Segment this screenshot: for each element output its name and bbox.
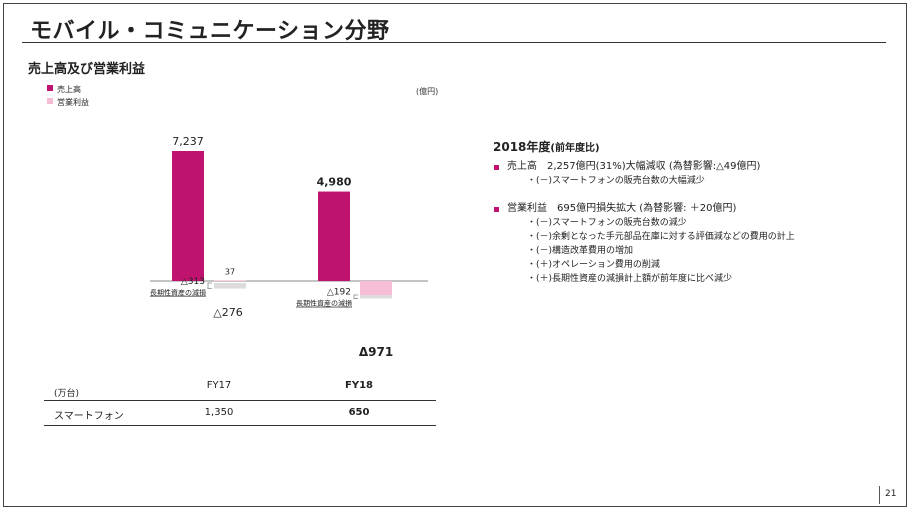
commentary-heading: 2018年度(前年度比) <box>493 140 883 156</box>
commentary-subitem: ・(－)スマートフォンの販売台数の大幅減少 <box>527 176 705 186</box>
legend-label-sales: 売上高 <box>57 85 81 94</box>
legend-item-sales: 売上高 <box>47 83 89 96</box>
bullet-square-icon <box>494 207 499 212</box>
table-row: スマートフォン 1,350 650 <box>44 401 436 426</box>
commentary-subitem: ・(＋)長期性資産の減損計上額が前年度に比べ減少 <box>527 274 733 284</box>
table-row-label: スマートフォン <box>54 411 124 422</box>
data-label-op-positive-fy17: 37 <box>225 267 235 276</box>
bar-sales-fy17 <box>172 151 204 281</box>
data-label-sales-fy18: 4,980 <box>317 176 352 189</box>
data-label-op-income-fy18: Δ971 <box>359 345 393 359</box>
impairment-bracket-fy17 <box>207 282 212 290</box>
impairment-value-fy17: △313 <box>181 277 205 287</box>
commentary-subitem: ・(－)構造改革費用の増加 <box>527 246 634 256</box>
legend-item-op-income: 営業利益 <box>47 96 89 109</box>
impairment-value-fy18: △192 <box>327 288 351 298</box>
page-number: 21 <box>885 489 897 499</box>
data-label-sales-fy17: 7,237 <box>172 135 204 148</box>
bar-op-positive-fy17 <box>214 280 246 281</box>
commentary-heading-year: 2018年度 <box>493 140 551 154</box>
commentary-item-text: 営業利益 695億円損失拡大 (為替影響: ＋20億円) <box>507 203 737 214</box>
table-cell-fy17: 1,350 <box>204 407 234 418</box>
commentary-item-text: 売上高 2,257億円(31%)大幅減収 (為替影響:△49億円) <box>507 161 761 172</box>
bar-sales-fy18 <box>318 191 350 281</box>
data-label-op-income-fy17: △276 <box>213 306 242 319</box>
commentary-item-sales: 売上高 2,257億円(31%)大幅減収 (為替影響:△49億円) <box>493 160 883 174</box>
chart-legend: 売上高 営業利益 <box>47 83 89 109</box>
table-header-fy18: FY18 <box>345 380 373 391</box>
commentary-subitem: ・(－)余剰となった手元部品在庫に対する評価減などの費用の計上 <box>527 232 795 242</box>
bar-op-income-fy18 <box>360 281 392 295</box>
impairment-bracket-fy18 <box>353 294 358 299</box>
table-header-fy17: FY17 <box>206 380 232 391</box>
legend-swatch-sales <box>47 85 53 91</box>
table-cell-fy18: 650 <box>348 407 370 418</box>
table-header-row: (万台) FY17 FY18 <box>44 372 436 401</box>
commentary-panel: 2018年度(前年度比) 売上高 2,257億円(31%)大幅減収 (為替影響:… <box>493 140 883 286</box>
legend-label-op-income: 営業利益 <box>57 98 89 107</box>
bar-impairment-fy17 <box>214 283 246 289</box>
chart-section-title: 売上高及び営業利益 <box>28 62 146 77</box>
unit-table: (万台) FY17 FY18 スマートフォン 1,350 650 <box>44 372 436 426</box>
bullet-square-icon <box>494 165 499 170</box>
bar-impairment-fy18 <box>360 294 392 299</box>
page-number-divider <box>879 486 880 504</box>
legend-swatch-op-income <box>47 98 53 104</box>
impairment-caption-fy17: 長期性資産の減損 <box>150 288 206 297</box>
title-divider <box>22 42 886 43</box>
table-unit-label: (万台) <box>54 389 80 399</box>
slide-frame <box>3 3 907 507</box>
commentary-subitem: ・(＋)オペレーション費用の削減 <box>527 260 660 270</box>
commentary-heading-sub: (前年度比) <box>550 143 600 154</box>
impairment-caption-fy18: 長期性資産の減損 <box>296 299 352 308</box>
page-title: モバイル・コミュニケーション分野 <box>30 19 390 44</box>
unit-label: (億円) <box>416 87 439 96</box>
commentary-item-op-income: 営業利益 695億円損失拡大 (為替影響: ＋20億円) <box>493 202 883 216</box>
commentary-subitem: ・(－)スマートフォンの販売台数の減少 <box>527 218 687 228</box>
